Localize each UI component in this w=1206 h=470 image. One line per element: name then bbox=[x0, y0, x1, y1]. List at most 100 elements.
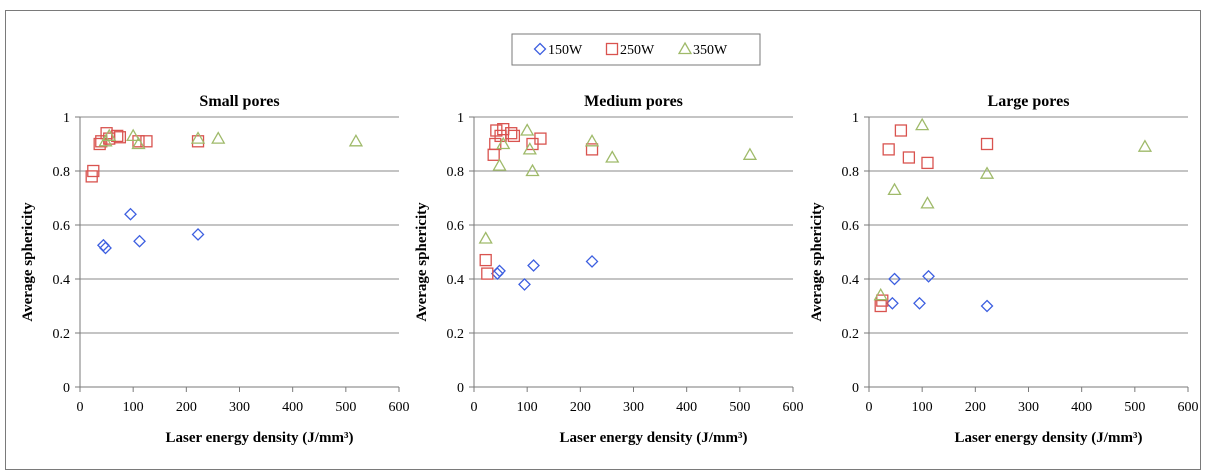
x-tick-label: 400 bbox=[282, 400, 303, 415]
data-point-350w bbox=[102, 128, 117, 142]
y-tick-label: 0.4 bbox=[53, 273, 71, 288]
x-tick-label: 500 bbox=[1124, 400, 1145, 415]
data-point-350w bbox=[742, 147, 758, 160]
series-350w bbox=[98, 128, 364, 150]
data-point-250w bbox=[534, 132, 547, 145]
series-350w bbox=[478, 123, 758, 244]
series-150w bbox=[490, 255, 599, 291]
x-tick-label: 300 bbox=[623, 400, 644, 415]
data-point-150w bbox=[980, 299, 994, 313]
data-point-350w bbox=[1137, 139, 1153, 152]
y-axis-label: Average sphericity bbox=[414, 202, 430, 322]
y-tick-label: 0.2 bbox=[447, 327, 465, 342]
figure: 150W 250W 350W 00.20.40.60.810 100 200 300 400… bbox=[20, 33, 1199, 446]
data-point-150w bbox=[585, 255, 599, 268]
x-tick-label: 300 bbox=[1018, 400, 1039, 415]
chart-title: Small pores bbox=[199, 93, 279, 110]
data-point-350w bbox=[496, 136, 511, 150]
data-point-350w bbox=[525, 163, 540, 177]
x-tick-label: 200 bbox=[570, 400, 591, 415]
legend-label-250w: 250W bbox=[620, 43, 655, 58]
data-point-150w bbox=[133, 234, 146, 248]
data-point-350w bbox=[348, 133, 364, 147]
x-axis-label: Laser energy density (J/mm³) bbox=[166, 430, 354, 446]
data-point-250w bbox=[585, 143, 599, 156]
data-point-250w bbox=[921, 156, 934, 170]
data-point-350w bbox=[915, 117, 930, 131]
legend-marker-150w bbox=[533, 42, 547, 56]
data-point-250w bbox=[882, 143, 895, 156]
data-point-250w bbox=[902, 151, 916, 164]
series-250w bbox=[85, 127, 205, 183]
data-point-350w bbox=[520, 123, 535, 136]
x-tick-label: 0 bbox=[866, 400, 873, 415]
data-point-150w bbox=[493, 264, 506, 278]
legend-marker-250w bbox=[605, 42, 619, 56]
y-tick-label: 1 bbox=[63, 111, 70, 126]
data-point-250w bbox=[191, 135, 205, 148]
x-tick-label: 600 bbox=[1178, 400, 1199, 415]
y-axis-label: Average sphericity bbox=[20, 202, 36, 322]
data-point-150w bbox=[518, 277, 531, 291]
data-point-150w bbox=[922, 269, 935, 283]
x-tick-label: 600 bbox=[783, 400, 804, 415]
legend-label-150w: 150W bbox=[548, 43, 583, 58]
data-point-250w bbox=[87, 164, 100, 178]
y-tick-label: 0.8 bbox=[447, 165, 465, 180]
chart-medium-pores: 0 0.2 0.4 0.6 0.8 1 0 100 200 300 400 500 600 Medium … bbox=[414, 93, 804, 446]
data-point-350w bbox=[492, 158, 507, 171]
data-point-150w bbox=[124, 207, 137, 221]
y-tick-label: 0 bbox=[63, 381, 70, 396]
data-point-150w bbox=[913, 296, 926, 310]
y-tick-label: 1 bbox=[457, 111, 464, 126]
y-tick-label: 0.2 bbox=[842, 327, 860, 342]
data-point-350w bbox=[887, 182, 902, 196]
data-point-250w bbox=[481, 267, 494, 280]
series-350w bbox=[873, 117, 1153, 301]
x-tick-label: 100 bbox=[912, 400, 933, 415]
series-150w bbox=[96, 207, 205, 255]
y-tick-label: 0.4 bbox=[447, 273, 465, 288]
data-point-150w bbox=[885, 296, 899, 310]
data-point-250w bbox=[507, 129, 521, 143]
y-axis-label: Average sphericity bbox=[809, 202, 825, 322]
y-tick-label: 0 bbox=[852, 381, 859, 396]
x-tick-label: 300 bbox=[229, 400, 250, 415]
data-point-250w bbox=[497, 123, 510, 136]
y-tick-label: 0.6 bbox=[53, 219, 71, 234]
data-point-250w bbox=[980, 137, 994, 151]
x-tick-label: 100 bbox=[517, 400, 538, 415]
data-point-350w bbox=[478, 231, 493, 244]
legend-marker-350w bbox=[677, 41, 693, 55]
data-point-250w bbox=[894, 124, 908, 137]
x-tick-label: 500 bbox=[729, 400, 750, 415]
x-tick-label: 400 bbox=[676, 400, 697, 415]
chart-title: Large pores bbox=[988, 93, 1070, 110]
y-tick-label: 0.8 bbox=[53, 165, 71, 180]
legend-box bbox=[511, 33, 761, 66]
series-250w bbox=[479, 123, 599, 280]
chart-large-pores: 0 0.2 0.4 0.6 0.8 1 0 100 200 300 400 500 600 Large p… bbox=[809, 93, 1199, 446]
data-point-150w bbox=[99, 241, 112, 255]
data-point-350w bbox=[979, 166, 995, 179]
y-tick-label: 0.6 bbox=[447, 219, 465, 234]
legend-label-350w: 350W bbox=[693, 43, 728, 58]
data-point-150w bbox=[527, 259, 540, 272]
x-tick-label: 0 bbox=[77, 400, 84, 415]
data-point-250w bbox=[113, 131, 127, 144]
data-point-350w bbox=[584, 133, 600, 147]
legend: 150W 250W 350W bbox=[511, 33, 761, 66]
data-point-350w bbox=[605, 150, 620, 163]
data-point-350w bbox=[522, 142, 537, 155]
y-tick-label: 0 bbox=[457, 381, 464, 396]
series-150w bbox=[885, 269, 994, 313]
data-point-250w bbox=[876, 294, 889, 307]
data-point-250w bbox=[505, 127, 518, 140]
y-tick-label: 1 bbox=[852, 111, 859, 126]
series-250w bbox=[874, 124, 994, 313]
y-tick-label: 0.2 bbox=[53, 327, 71, 342]
x-tick-label: 0 bbox=[471, 400, 478, 415]
chart-title: Medium pores bbox=[584, 93, 683, 110]
x-axis-label: Laser energy density (J/mm³) bbox=[955, 430, 1143, 446]
data-point-250w bbox=[479, 253, 492, 267]
